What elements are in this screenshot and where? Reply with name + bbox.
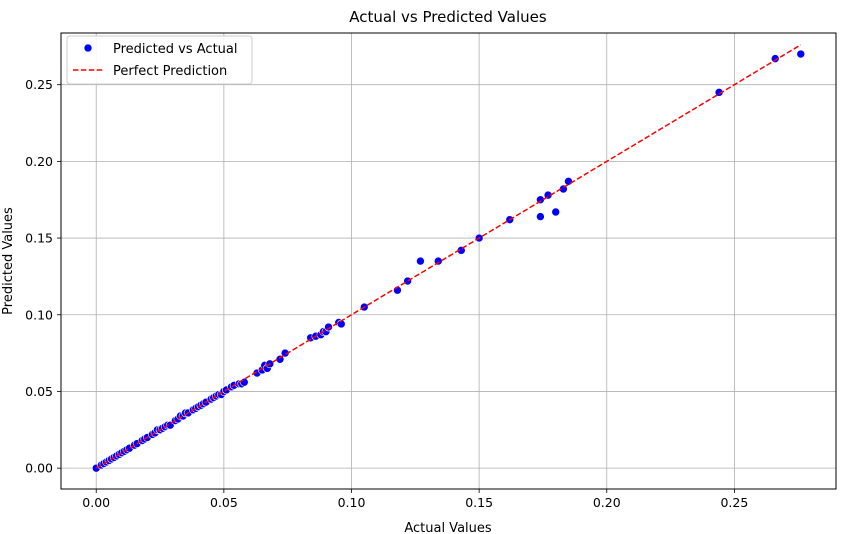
scatter-point-49 [239, 377, 249, 387]
y-tick-label-5: 0.25 [25, 77, 53, 92]
perfect-prediction-line [95, 44, 802, 469]
scatter-point-76 [551, 207, 561, 217]
axis-ticks: 0.00 0.05 0.10 0.15 0.20 0.25 0.00 0.05 0.10 0.15… [25, 77, 748, 510]
legend-label-line: Perfect Prediction [113, 64, 227, 79]
y-tick-label-3: 0.15 [25, 231, 53, 246]
y-tick-label-2: 0.10 [25, 307, 53, 322]
x-axis-title: Actual Values [404, 521, 492, 534]
x-tick-label-5: 0.25 [720, 495, 748, 510]
scatter-point-74 [536, 212, 545, 221]
x-tick-label-3: 0.15 [465, 495, 493, 510]
grid-lines [61, 33, 836, 489]
legend-box [66, 35, 253, 85]
y-tick-label-0: 0.00 [25, 461, 53, 476]
plot-area [91, 44, 806, 473]
legend-marker-scatter [83, 43, 93, 53]
scatter-point-67 [403, 276, 412, 286]
y-axis-title: Predicted Values [1, 207, 16, 315]
x-tick-label-0: 0.00 [82, 495, 110, 510]
scatter-point-81 [796, 49, 806, 59]
chart-title: Actual vs Predicted Values [349, 8, 547, 26]
scatter-point-62 [324, 322, 333, 332]
y-tick-label-4: 0.20 [25, 154, 53, 169]
x-tick-label-1: 0.05 [210, 495, 238, 510]
scatter-point-68 [416, 256, 425, 266]
x-tick-label-4: 0.20 [593, 495, 621, 510]
legend: Predicted vs Actual Perfect Prediction [66, 35, 253, 85]
y-tick-label-1: 0.05 [25, 384, 53, 399]
scatter-point-78 [564, 177, 573, 186]
plot-frame [60, 32, 837, 490]
legend-label-scatter: Predicted vs Actual [113, 42, 237, 57]
x-tick-label-2: 0.10 [338, 495, 366, 510]
